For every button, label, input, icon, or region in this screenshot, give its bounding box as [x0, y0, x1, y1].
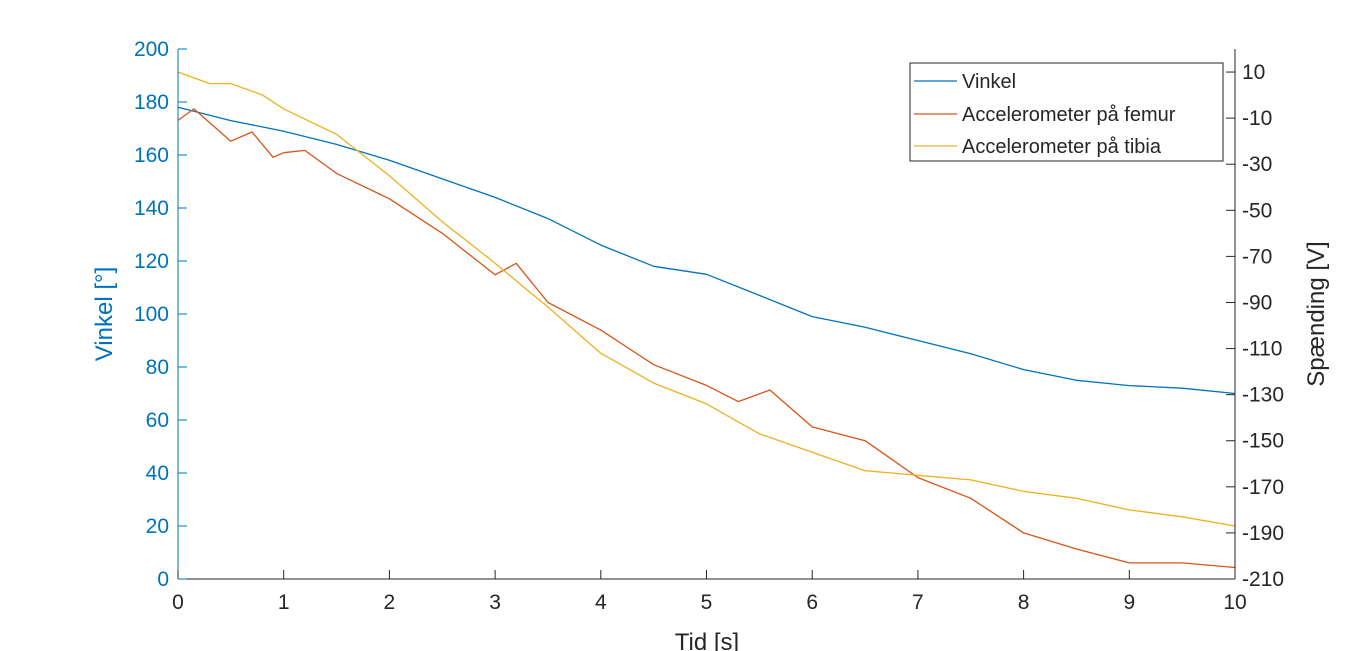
x-tick-label: 3: [489, 591, 501, 614]
x-tick-label: 5: [701, 591, 713, 614]
x-axis-label: Tid [s]: [675, 629, 739, 651]
left-y-tick-label: 160: [134, 144, 169, 167]
x-tick-label: 6: [806, 591, 818, 614]
left-y-tick-label: 0: [157, 568, 169, 591]
right-y-tick-label: 10: [1242, 61, 1265, 84]
left-y-tick-label: 20: [146, 515, 169, 538]
right-y-tick-label: -70: [1242, 245, 1272, 268]
x-tick-label: 8: [1018, 591, 1030, 614]
x-tick-label: 0: [172, 591, 184, 614]
right-y-tick-label: -170: [1242, 476, 1284, 499]
plot-lines: [177, 71, 1236, 569]
series-line-0: [177, 106, 1236, 395]
right-y-tick-label: -50: [1242, 199, 1272, 222]
right-y-tick-label: -90: [1242, 291, 1272, 314]
left-y-axis-label: Vinkel [°]: [91, 267, 118, 362]
left-y-tick-label: 80: [146, 356, 169, 379]
right-y-tick-label: -210: [1242, 568, 1284, 591]
right-y-tick-label: -10: [1242, 107, 1272, 130]
series-line-1: [177, 108, 1236, 569]
legend: Vinkel Accelerometer på femur Accelerome…: [909, 62, 1224, 162]
left-y-tick-label: 140: [134, 197, 169, 220]
left-y-tick-label: 40: [146, 462, 169, 485]
left-y-tick-label: 120: [134, 250, 169, 273]
right-y-tick-label: -190: [1242, 522, 1284, 545]
series-line-2: [177, 71, 1236, 527]
right-y-axis-label: Spænding [V]: [1303, 241, 1330, 386]
x-tick-label: 2: [384, 591, 396, 614]
x-tick-label: 7: [912, 591, 924, 614]
legend-label-vinkel: Vinkel: [962, 71, 1016, 93]
left-y-tick-label: 200: [134, 38, 169, 61]
left-y-tick-label: 60: [146, 409, 169, 432]
right-y-tick-label: -110: [1242, 338, 1282, 361]
left-y-tick-label: 100: [134, 303, 169, 326]
x-tick-label: 9: [1123, 591, 1135, 614]
x-tick-label: 10: [1223, 591, 1246, 614]
legend-label-tibia: Accelerometer på tibia: [962, 136, 1162, 158]
legend-box: [909, 62, 1224, 162]
left-y-tick-label: 180: [134, 91, 169, 114]
right-y-tick-label: -30: [1242, 153, 1272, 176]
x-tick-label: 1: [278, 591, 290, 614]
right-y-tick-label: -130: [1242, 384, 1284, 407]
right-y-tick-label: -150: [1242, 430, 1284, 453]
ticks: 0 1 2 3 4 5 6 7 8 9 10020406080100120140160180200-…: [134, 38, 1284, 614]
legend-label-femur: Accelerometer på femur: [962, 104, 1176, 126]
x-tick-label: 4: [595, 591, 607, 614]
